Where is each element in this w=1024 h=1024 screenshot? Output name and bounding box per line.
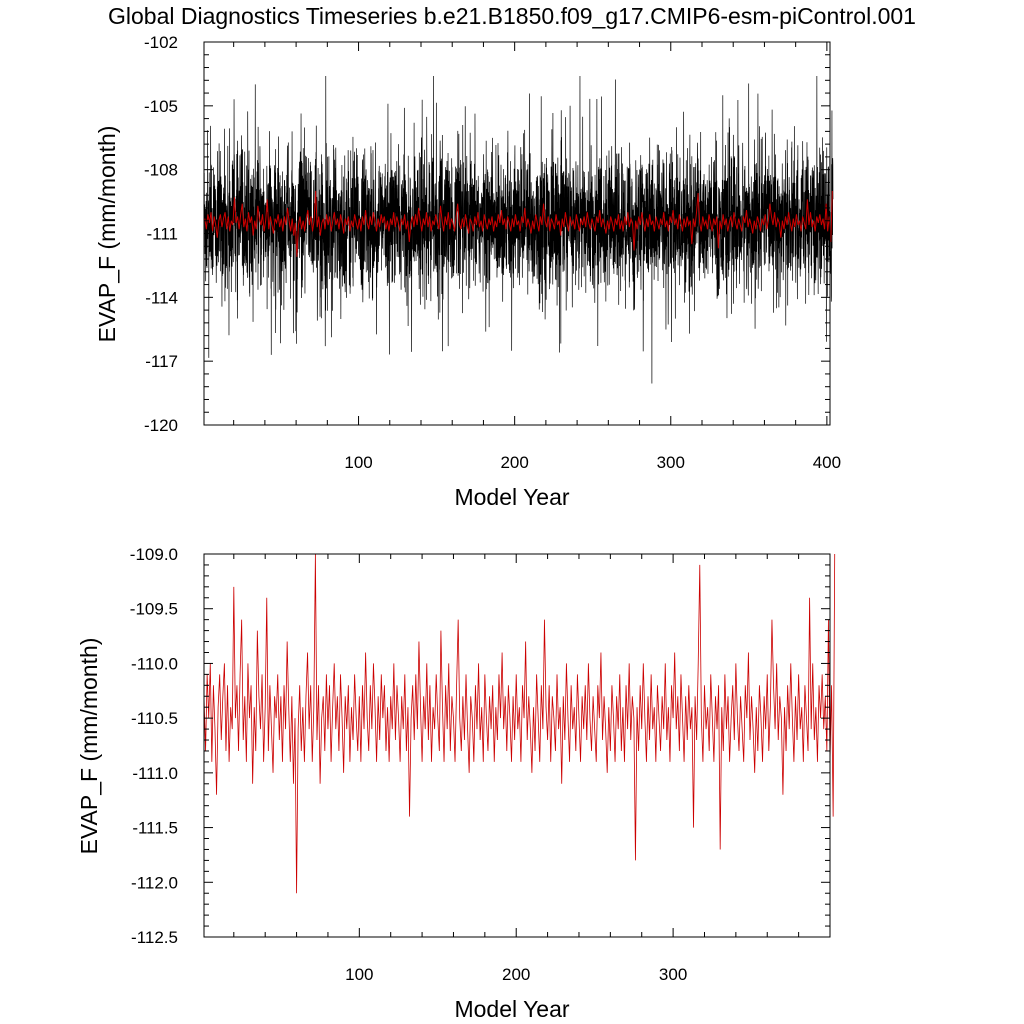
x-tick-label: 100 [345, 965, 373, 984]
y-tick-label: -111.5 [132, 819, 178, 838]
y-tick-label: -110.5 [131, 709, 178, 728]
y-tick-label: -117 [145, 352, 178, 371]
y-tick-label: -109.0 [130, 545, 178, 564]
y-tick-label: -112.5 [131, 928, 178, 947]
x-tick-label: 200 [502, 965, 530, 984]
y-tick-label: -120 [144, 416, 178, 435]
p2-plot-frame [203, 553, 831, 938]
x-tick-label: 400 [813, 453, 841, 472]
p1-ticks: 100 200 300 400 -120 -117 -114 -111 -108 -105 -102 [144, 33, 841, 472]
y-tick-label: -111.0 [132, 764, 178, 783]
figure-title: Global Diagnostics Timeseries b.e21.B185… [108, 3, 916, 29]
y-tick-label: -102 [144, 33, 178, 52]
annual-series-line [203, 553, 836, 894]
x-tick-label: 100 [344, 453, 372, 472]
p2-y-axis-label: EVAP_F (mm/month) [76, 638, 102, 855]
monthly-panel: 100 200 300 400 -120 -117 -114 -111 -108 -105 -102… [94, 33, 841, 510]
y-tick-label: -108 [144, 161, 178, 180]
p2-x-axis-label: Model Year [454, 996, 569, 1022]
p2-ticks: 100 200 300 -112.5 -112.0 -111.5 -111.0 -110.5 -… [130, 545, 830, 984]
x-tick-label: 300 [657, 453, 685, 472]
annual-panel: 100 200 300 -112.5 -112.0 -111.5 -111.0 -110.5 -… [76, 545, 836, 1022]
x-tick-label: 200 [500, 453, 528, 472]
y-tick-label: -114 [145, 288, 178, 307]
y-tick-label: -110.0 [131, 654, 178, 673]
p2-series-group [203, 553, 836, 894]
y-tick-label: -112.0 [131, 873, 178, 892]
y-tick-label: -109.5 [130, 600, 178, 619]
annual-series-line-overlay [204, 190, 833, 257]
p1-x-axis-label: Model Year [454, 484, 569, 510]
p1-y-axis-label: EVAP_F (mm/month) [94, 126, 120, 343]
p1-series-group [203, 76, 834, 384]
y-tick-label: -111 [146, 225, 178, 244]
x-tick-label: 300 [659, 965, 687, 984]
y-tick-label: -105 [144, 97, 178, 116]
